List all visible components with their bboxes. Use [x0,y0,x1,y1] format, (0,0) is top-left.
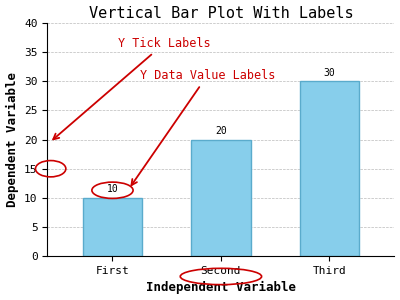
Title: Vertical Bar Plot With Labels: Vertical Bar Plot With Labels [89,6,353,21]
Text: Y Tick Labels: Y Tick Labels [53,37,210,140]
Bar [83,198,142,256]
Bar [300,81,359,256]
Text: X Axis Data Labels: X Axis Data Labels [0,299,1,300]
Y-axis label: Dependent Variable: Dependent Variable [6,72,19,207]
Text: Y Data Value Labels: Y Data Value Labels [132,69,275,185]
Bar [191,140,251,256]
Text: 20: 20 [215,126,227,136]
Text: 30: 30 [324,68,335,78]
Text: 10: 10 [107,184,118,194]
X-axis label: Independent Variable: Independent Variable [146,281,296,294]
